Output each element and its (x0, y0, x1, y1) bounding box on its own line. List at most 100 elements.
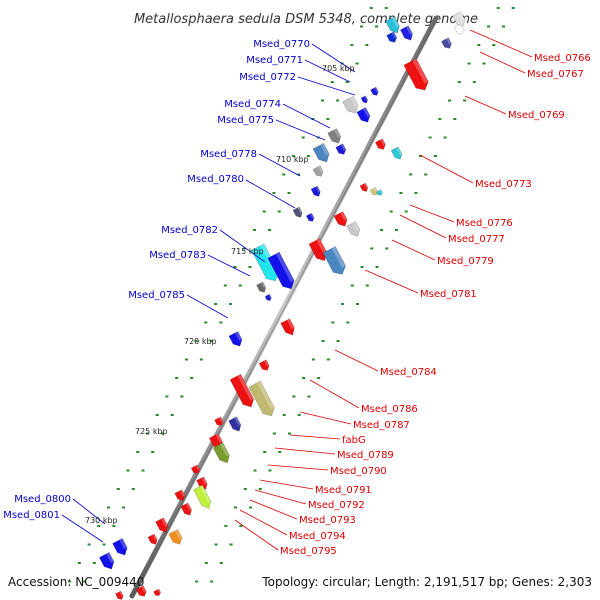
tick-dot (370, 247, 374, 250)
gene-arrow (312, 142, 330, 163)
gene-arrow (256, 281, 267, 293)
gene-label[interactable]: Msed_0781 (420, 289, 477, 300)
gene-label[interactable]: Msed_0800 (14, 494, 71, 505)
tick-dot (199, 358, 203, 361)
gene-arrow-highlight (391, 31, 397, 39)
gene-arrow-highlight (391, 16, 400, 28)
tick-dot (414, 192, 418, 194)
gene-label[interactable]: Msed_0792 (308, 500, 365, 511)
tick-dot (223, 284, 227, 287)
gene-label[interactable]: Msed_0775 (217, 115, 274, 126)
gene-arrow-highlight (297, 206, 303, 214)
gene-block (374, 138, 386, 150)
gene-block (308, 238, 328, 262)
tick-dot (389, 210, 393, 213)
gene-label[interactable]: Msed_0774 (224, 99, 281, 110)
gene-label[interactable]: Msed_0787 (353, 420, 410, 431)
gene-label[interactable]: Msed_0785 (128, 290, 185, 301)
tick-dot (307, 395, 311, 398)
gene-arrow (190, 464, 201, 474)
gene-label[interactable]: Msed_0793 (299, 515, 356, 526)
gene-arrow-highlight (333, 128, 341, 138)
tick-dot (326, 358, 330, 361)
gene-label[interactable]: Msed_0776 (456, 218, 513, 229)
gene-label[interactable]: Msed_0790 (330, 466, 387, 477)
tick-dot (165, 395, 169, 398)
scale-tick-label: 725 kbp (135, 427, 168, 436)
gene-label[interactable]: Msed_0795 (280, 546, 337, 557)
gene-block (280, 318, 295, 336)
gene-arrow-highlight (215, 433, 223, 443)
tick-dot (311, 358, 315, 361)
gene-label[interactable]: Msed_0766 (534, 53, 591, 64)
gene-label[interactable]: Msed_0786 (361, 404, 418, 415)
gene-label[interactable]: fabG (342, 435, 366, 446)
tick-dot (482, 62, 486, 65)
gene-arrow (327, 128, 342, 144)
tick-dot (385, 247, 389, 250)
connector-line (234, 519, 279, 551)
scale-tick-label: 720 kbp (184, 337, 217, 346)
tick-dot (195, 580, 199, 583)
gene-block (386, 31, 398, 43)
connector-line (419, 154, 474, 184)
gene-label[interactable]: Msed_0777 (448, 234, 505, 245)
gene-label[interactable]: Msed_0801 (3, 510, 60, 521)
tick-dot (112, 525, 116, 527)
gene-label[interactable]: Msed_0779 (437, 256, 494, 267)
gene-arrow-highlight (364, 95, 368, 101)
connector-line (304, 59, 351, 83)
tick-dot (107, 506, 111, 509)
gene-arrow-highlight (237, 374, 254, 401)
tick-dot (268, 469, 272, 472)
gene-arrow-highlight (218, 416, 224, 423)
gene-label[interactable]: Msed_0772 (239, 72, 296, 83)
gene-arrow-highlight (405, 25, 413, 36)
gene-label[interactable]: Msed_0769 (508, 110, 565, 121)
tick-dot (448, 99, 452, 102)
connector-line (289, 434, 341, 440)
connector-line (219, 229, 266, 263)
gene-block (453, 23, 464, 35)
tick-dot (418, 155, 422, 157)
gene-label[interactable]: Msed_0789 (337, 450, 394, 461)
gene-label[interactable]: Msed_0782 (161, 225, 218, 236)
gene-arrow (229, 373, 255, 408)
tick-dot (282, 414, 286, 416)
gene-label[interactable]: Msed_0770 (253, 39, 310, 50)
tick-dot (145, 432, 149, 435)
tick-dot (155, 414, 159, 416)
tick-dot (350, 284, 354, 287)
gene-arrow (403, 58, 429, 91)
tick-dot (336, 99, 340, 102)
tick-dot (214, 543, 218, 546)
gene-label[interactable]: Msed_0767 (527, 69, 584, 80)
tick-dot (375, 266, 379, 268)
gene-label[interactable]: Msed_0784 (380, 367, 437, 378)
gene-arrow (322, 245, 346, 275)
gene-block (212, 442, 230, 464)
tick-dot (345, 81, 349, 83)
gene-arrow (376, 189, 383, 196)
gene-label[interactable]: Msed_0773 (475, 179, 532, 190)
gene-arrow-highlight (106, 552, 114, 564)
tick-dot (297, 173, 301, 176)
gene-arrow (360, 95, 368, 104)
connector-line (334, 349, 379, 372)
gene-arrow (310, 185, 321, 197)
gene-label[interactable]: Msed_0778 (200, 149, 257, 160)
tick-dot (302, 377, 306, 379)
tick-dot (341, 303, 345, 305)
tick-dot (457, 81, 461, 83)
label-connectors (61, 29, 533, 551)
gene-label[interactable]: Msed_0791 (315, 485, 372, 496)
gene-label[interactable]: Msed_0780 (187, 174, 244, 185)
gene-arrow (112, 537, 128, 556)
gene-label[interactable]: Msed_0783 (149, 250, 206, 261)
gene-label[interactable]: Msed_0771 (246, 55, 303, 66)
gene-label[interactable]: Msed_0794 (289, 531, 346, 542)
gene-arrow-highlight (185, 502, 192, 511)
tick-dot (272, 432, 276, 435)
gene-arrow (346, 221, 361, 237)
